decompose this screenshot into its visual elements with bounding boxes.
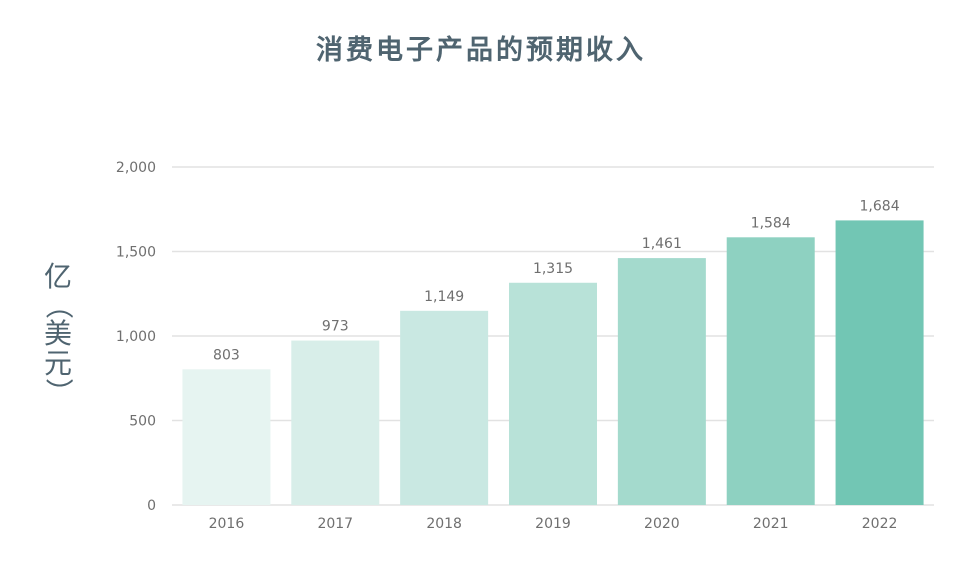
- y-axis-label-char: 元: [43, 346, 72, 380]
- x-tick-label: 2018: [426, 516, 462, 532]
- data-label: 973: [322, 319, 349, 335]
- bar: [509, 282, 597, 505]
- bar: [835, 220, 924, 506]
- x-tick-label: 2019: [535, 516, 571, 532]
- data-label: 1,149: [424, 289, 464, 305]
- data-label: 1,584: [751, 215, 791, 231]
- y-tick-label: 500: [129, 414, 156, 430]
- data-label: 1,461: [642, 236, 682, 252]
- x-tick-label: 2022: [862, 516, 898, 532]
- bars: [182, 220, 924, 506]
- y-axis-label: 亿 （ 美 元 ）: [38, 260, 78, 407]
- bar: [617, 258, 706, 505]
- x-tick-label: 2017: [317, 516, 353, 532]
- x-tick-label: 2016: [209, 516, 245, 532]
- x-axis-ticks: 2016 2017 2018 2019 2020 2021 2022: [209, 516, 898, 532]
- y-tick-label: 1,500: [116, 245, 156, 261]
- data-label: 1,684: [860, 198, 900, 214]
- y-axis-label-char: 美: [43, 317, 72, 351]
- y-tick-label: 1,000: [116, 329, 156, 345]
- data-label: 803: [213, 347, 240, 363]
- x-tick-label: 2021: [753, 516, 789, 532]
- bar: [182, 369, 271, 505]
- chart-title: 消费电子产品的预期收入: [316, 35, 646, 66]
- y-axis-label-char: 亿: [43, 260, 72, 293]
- data-labels: 803 973 1,149 1,315 1,461 1,584 1,684: [213, 198, 900, 363]
- y-tick-label: 2,000: [116, 160, 156, 176]
- y-tick-label: 0: [147, 498, 156, 514]
- bar: [400, 310, 489, 505]
- bar: [291, 340, 380, 505]
- y-axis-ticks: 0 500 1,000 1,500 2,000: [116, 160, 156, 514]
- x-tick-label: 2020: [644, 516, 680, 532]
- bar: [726, 237, 815, 505]
- data-label: 1,315: [533, 261, 573, 277]
